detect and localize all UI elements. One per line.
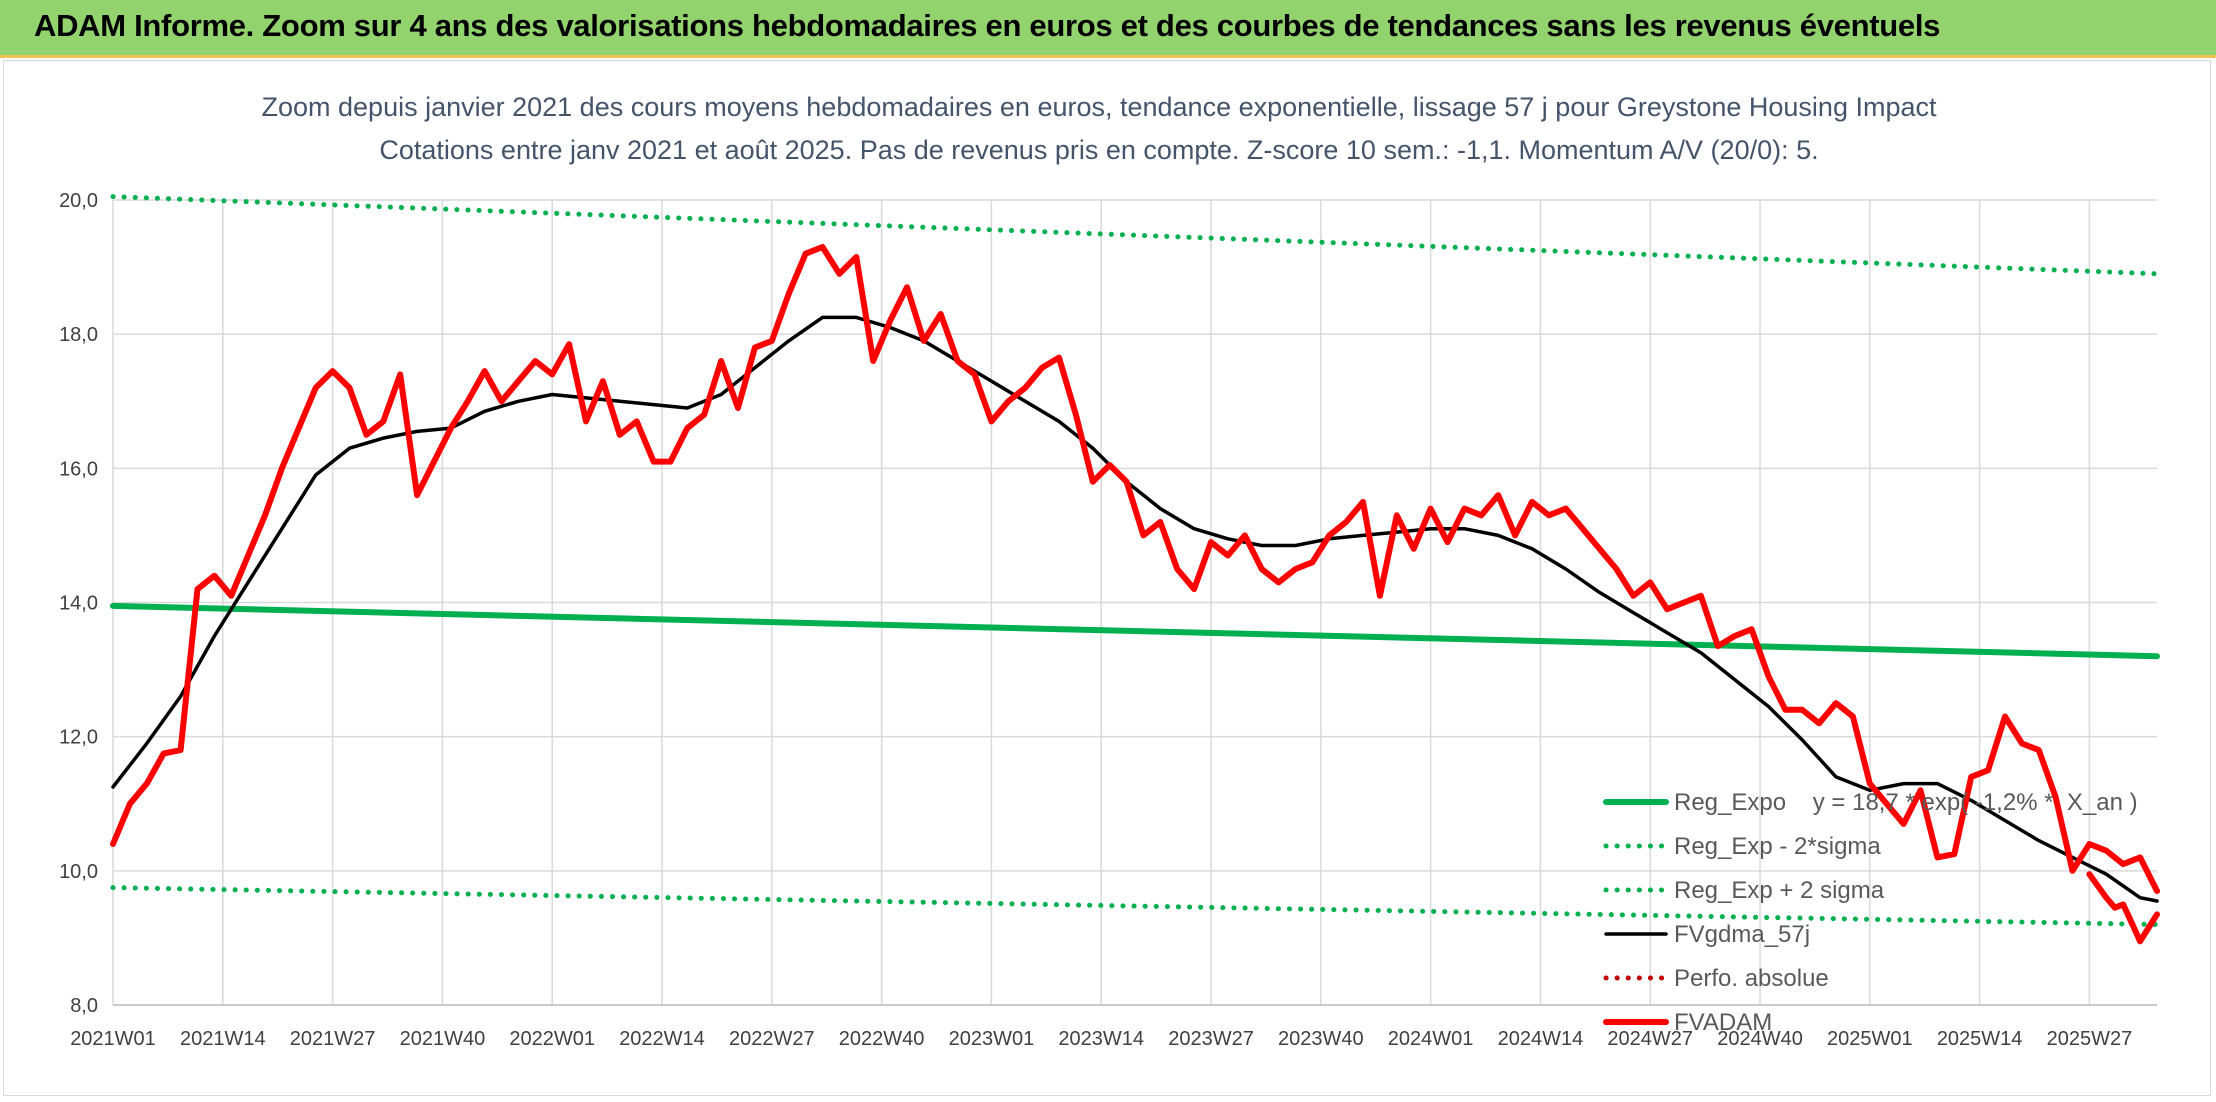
chart-frame: Zoom depuis janvier 2021 des cours moyen… xyxy=(3,60,2211,1096)
report-title: ADAM Informe. Zoom sur 4 ans des valoris… xyxy=(34,8,1941,43)
legend: Reg_Expo y = 18,7 * exp( -1,2% * X_an ) R… xyxy=(1603,789,2138,1036)
x-tick-label: 2025W14 xyxy=(1937,1028,2023,1050)
x-tick-label: 2022W01 xyxy=(509,1028,595,1050)
x-tick-label: 2022W27 xyxy=(729,1028,815,1050)
y-tick-label: 12,0 xyxy=(59,727,98,749)
y-tick-label: 14,0 xyxy=(59,593,98,615)
line-chart: Zoom depuis janvier 2021 des cours moyen… xyxy=(59,92,2160,1050)
y-tick-label: 8,0 xyxy=(70,995,98,1017)
x-tick-label: 2025W01 xyxy=(1827,1028,1913,1050)
legend-label: FVgdma_57j xyxy=(1674,921,1810,948)
y-axis: 8,0 10,0 12,0 14,0 16,0 18,0 20,0 xyxy=(59,190,98,1017)
chart-subtitle: Cotations entre janv 2021 et août 2025. … xyxy=(379,135,1818,165)
legend-label: Reg_Exp - 2*sigma xyxy=(1674,833,1881,860)
x-tick-label: 2023W01 xyxy=(949,1028,1035,1050)
legend-label: FVADAM xyxy=(1674,1009,1772,1036)
y-tick-label: 18,0 xyxy=(59,324,98,346)
series-reg-exp-2-sigma-line xyxy=(110,194,2160,277)
x-tick-label: 2025W27 xyxy=(2047,1028,2133,1050)
series-reg-exp-2-sigma-line xyxy=(110,885,2160,927)
series-fvgdma-57j-line xyxy=(111,315,2159,903)
x-tick-label: 2023W27 xyxy=(1168,1028,1254,1050)
x-tick-label: 2021W14 xyxy=(180,1028,266,1050)
y-tick-label: 10,0 xyxy=(59,861,98,883)
x-axis: 2021W01 2021W14 2021W27 2021W40 2022W01 2022W… xyxy=(70,1028,2132,1050)
x-tick-label: 2024W40 xyxy=(1717,1028,1803,1050)
x-tick-label: 2022W14 xyxy=(619,1028,705,1050)
x-tick-label: 2021W27 xyxy=(290,1028,376,1050)
plot-series xyxy=(110,194,2160,945)
x-tick-label: 2021W40 xyxy=(400,1028,486,1050)
legend-label: Reg_Exp + 2 sigma xyxy=(1674,877,1885,904)
x-tick-label: 2021W01 xyxy=(70,1028,156,1050)
chart-title: Zoom depuis janvier 2021 des cours moyen… xyxy=(262,92,1937,122)
x-tick-label: 2024W14 xyxy=(1498,1028,1584,1050)
x-tick-label: 2023W14 xyxy=(1058,1028,1144,1050)
plot-grid xyxy=(112,199,2157,1006)
x-tick-label: 2024W27 xyxy=(1607,1028,1693,1050)
series-reg-expo-y-18-7-exp-1-2--line xyxy=(110,602,2160,660)
x-tick-label: 2024W01 xyxy=(1388,1028,1474,1050)
series-fvadam-tail-line xyxy=(2086,871,2160,945)
y-tick-label: 20,0 xyxy=(59,190,98,212)
legend-label: Reg_Expo y = 18,7 * exp( -1,2% * X_an ) xyxy=(1674,789,2138,816)
x-tick-label: 2023W40 xyxy=(1278,1028,1364,1050)
x-tick-label: 2022W40 xyxy=(839,1028,925,1050)
series-fvadam-line xyxy=(110,244,2160,894)
legend-label: Perfo. absolue xyxy=(1674,965,1829,992)
report-banner: ADAM Informe. Zoom sur 4 ans des valoris… xyxy=(0,0,2216,58)
y-tick-label: 16,0 xyxy=(59,458,98,480)
